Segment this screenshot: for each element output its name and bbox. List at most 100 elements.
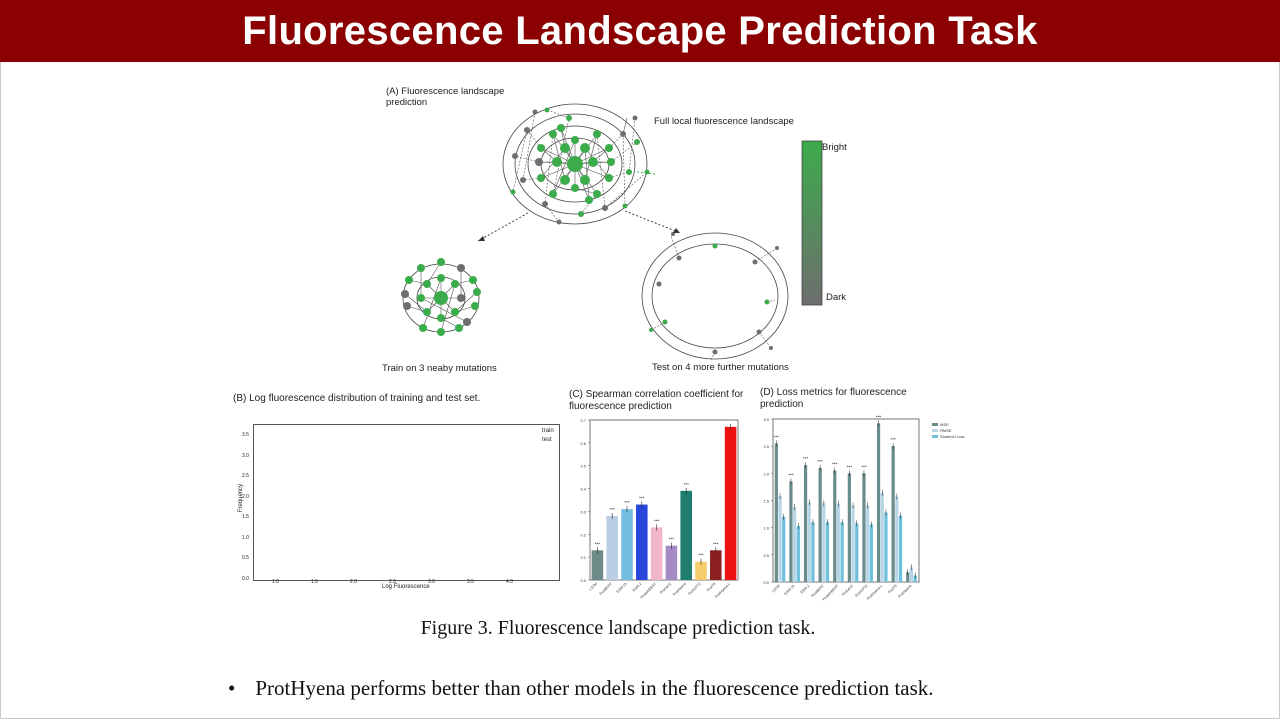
landscape-node [524,127,530,133]
test-node [775,246,779,250]
panel-c-bar [680,490,692,580]
landscape-node [549,130,557,138]
panel-d-ytick: 3.0 [763,417,769,422]
full-landscape-label: Full local fluorescence landscape [654,116,794,127]
panel-b-ytick: 2.0 [242,493,249,500]
panel-d-bar [818,467,822,582]
bullet-text: ProtHyena performs better than other mod… [255,676,934,700]
panel-c-category: ProtT5 [706,582,716,592]
panel-d-bar [909,567,914,582]
panel-b-ytick: 3.0 [242,452,249,459]
panel-d-category: ProtT5 [887,584,897,594]
panel-d-bar [862,473,866,582]
panel-d-ytick: 0.0 [763,580,769,585]
panel-d-category: ProGen2 [841,584,854,597]
test-node [712,349,718,355]
landscape-node [588,157,598,167]
panel-d-ytick: 2.5 [763,444,769,449]
landscape-node [605,144,613,152]
panel-b-title: (B) Log fluorescence distribution of tra… [233,393,481,404]
panel-d-bar [782,516,786,582]
panel-d-bar [847,473,851,582]
landscape-node [607,158,615,166]
panel-b-ytick: 1.0 [242,534,249,541]
panel-c-title: (C) Spearman correlation coefficient for… [569,389,744,412]
train-node [403,302,411,310]
panel-c-ytick: 0.6 [580,441,586,446]
landscape-node [580,143,590,153]
train-node [455,324,463,332]
test-ring [641,232,789,360]
panel-b-ytick: 3.5 [242,432,249,438]
panel-b-xtick: 1.5 [311,579,318,585]
landscape-node [535,158,543,166]
panel-d-bar [778,496,782,582]
panel-c-significance: *** [595,541,601,546]
panel-b-xtick: 3.5 [467,579,474,585]
edge [622,133,626,207]
edge [544,203,560,223]
landscape-node [571,184,579,192]
train-node [457,294,465,302]
landscape-node [567,156,583,172]
panel-d-title: (D) Loss metrics for fluorescence predic… [760,387,907,410]
arrow-to-train [477,212,529,242]
landscape-node [537,144,545,152]
panel-b-xtick: 4.0 [506,579,513,585]
train-node [417,294,425,302]
test-node [752,259,758,265]
panel-d-bar [803,465,808,582]
edge [454,291,478,313]
landscape-node [626,169,632,175]
panel-d-significance: *** [876,414,882,419]
panel-b-ytick: 0.0 [242,575,249,582]
panel-d-bar [822,503,826,582]
panel-c-bar [695,561,707,580]
test-node [656,281,662,287]
edge [546,109,570,119]
panel-c-significance: *** [654,518,660,523]
landscape-node [544,107,550,113]
landscape-node [580,175,590,185]
panel-d-significance: *** [774,434,780,439]
panel-b-xtick: 2.0 [350,579,357,585]
edge [584,147,590,201]
edge [650,321,666,331]
panel-b-xtick: 2.5 [389,579,396,585]
panel-c-bar [650,527,663,580]
landscape-node [557,124,565,132]
panel-d-bar [774,443,778,582]
landscape-node [602,205,608,211]
landscape-ring [502,103,648,225]
edge [404,293,428,313]
train-node [469,276,477,284]
landscape-node [622,203,628,209]
panel-c-ytick: 0.2 [580,532,586,537]
panel-d-bar [793,507,797,582]
panel-c-bar [606,516,618,580]
panel-b-legend-train: train [542,428,554,434]
fluorescence-colorbar [801,140,823,306]
panel-d-significance: *** [891,437,897,442]
panel-b-legend-test: test [542,437,552,443]
panel-a-title: (A) Fluorescence landscape prediction [386,86,505,108]
edge [604,171,648,209]
panel-d-category: ProteinBERT [822,583,840,601]
train-node [401,290,409,298]
landscape-node [510,189,516,195]
panel-c-ytick: 0.7 [580,418,586,423]
panel-d-category: ProtHyena-L [866,584,883,601]
panel-b-xtick: 1.0 [272,579,279,585]
landscape-node [593,190,601,198]
landscape-node [585,196,593,204]
panel-d-bar [855,523,859,582]
landscape-node [537,174,545,182]
panel-c-ytick: 0.3 [580,509,586,514]
legend-bright-label: Bright [822,142,847,153]
edge [426,261,442,285]
arrow-to-test [624,210,679,233]
panel-d-significance: *** [861,464,867,469]
landscape-node [634,139,640,145]
panel-d-bar [851,505,855,582]
